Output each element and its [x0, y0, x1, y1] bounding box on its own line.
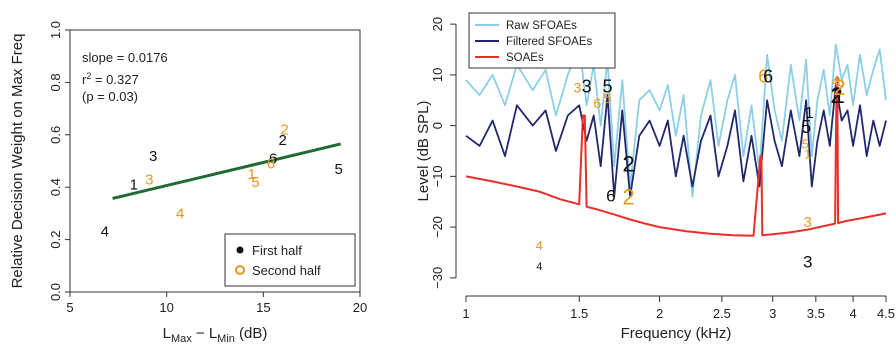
y-tick-label: 10: [430, 68, 445, 82]
annotation-label: 1: [833, 83, 845, 108]
x-tick-label: 10: [159, 300, 173, 315]
annotation-label: 6: [606, 187, 615, 206]
x-label-subscript: Min: [217, 333, 235, 345]
x-tick-label: 15: [256, 300, 270, 315]
x-tick-label: 3.5: [807, 306, 825, 321]
y-tick-label: 0: [430, 122, 445, 129]
y-tick-label: 0.4: [48, 178, 63, 196]
x-tick-label: 2.5: [713, 306, 731, 321]
data-point-label: 5: [251, 174, 259, 191]
r2-base: r: [82, 72, 87, 87]
x-tick-label: 3: [769, 306, 776, 321]
legend-box: [224, 233, 356, 287]
annotation-label: 4: [831, 74, 838, 89]
annotation-label: 1: [835, 74, 842, 89]
annotation-label: 3: [804, 214, 812, 231]
annotation-label: 3: [573, 80, 581, 96]
p-value-text: (p = 0.03): [82, 89, 138, 104]
data-point-label: 4: [176, 205, 184, 222]
x-label-part: L: [163, 325, 171, 342]
legend-label: Second half: [252, 263, 321, 278]
plot-frame: [69, 29, 361, 293]
legend-label: Filtered SFOAEs: [506, 36, 593, 48]
data-point-label: 1: [248, 166, 256, 183]
data-point-label: 5: [335, 161, 343, 178]
legend-label: Raw SFOAEs: [506, 20, 577, 32]
y-tick-label: −20: [430, 216, 445, 238]
legend-label: SOAEs: [506, 52, 544, 64]
annotation-label: 2: [622, 184, 634, 209]
x-axis-label: Frequency (kHz): [621, 325, 732, 342]
x-tick-label: 1: [462, 306, 469, 321]
annotation-label: 6: [758, 67, 768, 87]
annotation-label: 5: [604, 90, 612, 106]
annotation-label: 4: [536, 238, 543, 253]
x-label-part: − L: [192, 325, 217, 342]
data-point-label: 4: [101, 224, 109, 241]
data-point-label: 3: [149, 148, 157, 165]
r2-value: = 0.327: [91, 72, 138, 87]
annotation-label: 5: [801, 117, 811, 137]
legend: Raw SFOAEs Filtered SFOAEs SOAEs: [468, 12, 616, 69]
y-axis-label: Relative Decision Weight on Max Freq: [9, 34, 26, 289]
x-axis-label: LMax − LMin (dB): [163, 325, 268, 345]
regression-line: [112, 142, 342, 200]
annotation-label: 2: [622, 151, 634, 176]
series-line-soaes: [465, 76, 887, 237]
r2-superscript: 2: [86, 71, 91, 81]
annotation-label: 3: [582, 77, 592, 97]
y-tick-label: 0.6: [48, 126, 63, 144]
x-label-subscript: Max: [171, 333, 192, 345]
annotation-label: 4: [536, 261, 542, 273]
y-tick-label: 0.8: [48, 73, 63, 91]
x-tick-label: 20: [353, 300, 367, 315]
y-tick-label: 0.0: [48, 283, 63, 301]
y-axis-label: Level (dB SPL): [415, 101, 432, 202]
annotation-label: 1: [804, 147, 811, 162]
annotation-label: 3: [803, 253, 812, 272]
series-line-filtered-sfoaes: [465, 84, 887, 198]
annotation-label: 5: [603, 77, 613, 97]
x-tick-label: 2: [656, 306, 663, 321]
legend-label: First half: [252, 243, 302, 258]
r-squared-text: r2 = 0.327: [82, 71, 139, 87]
data-point-label: 3: [145, 171, 153, 188]
y-tick-label: 1.0: [48, 21, 63, 39]
x-label-part: (dB): [235, 325, 268, 342]
y-tick-label: 0.2: [48, 231, 63, 249]
annotation-label: 5: [802, 136, 809, 151]
y-tick-label: −10: [430, 165, 445, 187]
right-chart-panel: −30 −20 −10 0 10 20 1 1.5 2 2.5 3 3.5 4 4.5 Frequency …: [415, 12, 895, 342]
legend-marker-first-half: [236, 246, 244, 254]
annotation-label: 2: [833, 75, 845, 100]
x-tick-label: 5: [66, 300, 73, 315]
x-tick-label: 4.5: [877, 306, 895, 321]
slope-text: slope = 0.0176: [82, 50, 168, 65]
legend-marker-second-half: [235, 265, 245, 275]
data-point-label: 2: [278, 132, 286, 149]
data-point-label: 6: [269, 150, 277, 167]
annotation-label: 2: [830, 83, 842, 108]
x-tick-label: 1.5: [570, 306, 588, 321]
annotation-label: 1: [805, 105, 814, 122]
data-point-label: 6: [267, 156, 275, 173]
annotation-label: 6: [763, 67, 773, 87]
x-tick-label: 4: [849, 306, 856, 321]
y-tick-label: 20: [430, 17, 445, 31]
data-point-label: 1: [130, 177, 138, 194]
data-point-label: 2: [280, 122, 288, 139]
y-tick-label: −30: [430, 267, 445, 289]
annotation-label: 6: [593, 95, 601, 111]
legend: First half Second half: [224, 233, 356, 287]
